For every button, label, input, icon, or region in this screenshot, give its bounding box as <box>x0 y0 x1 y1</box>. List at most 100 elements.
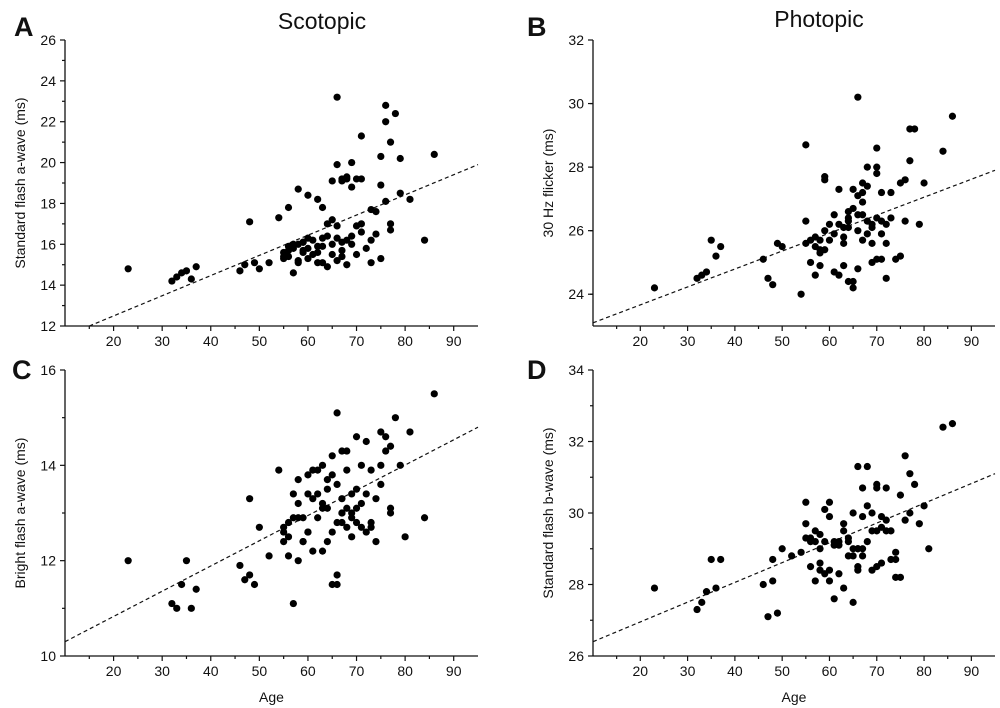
data-point <box>246 571 254 579</box>
data-point <box>299 246 307 255</box>
data-point <box>840 223 848 232</box>
x-tick-label: 70 <box>869 333 885 349</box>
data-point <box>920 502 928 510</box>
data-point <box>896 491 905 499</box>
x-tick-label: 60 <box>822 333 838 349</box>
data-point <box>348 514 356 522</box>
data-point <box>849 598 857 606</box>
data-point <box>338 252 346 261</box>
data-point <box>299 538 307 546</box>
data-point <box>367 259 375 267</box>
data-point <box>821 227 829 235</box>
x-tick-label: 80 <box>916 663 932 679</box>
data-point <box>778 242 786 251</box>
data-point <box>806 258 815 267</box>
data-point <box>314 195 322 203</box>
data-point <box>863 163 871 171</box>
data-point <box>873 163 881 171</box>
data-point <box>348 232 356 240</box>
data-point <box>887 527 895 535</box>
data-point <box>343 504 351 512</box>
x-tick-label: 40 <box>203 663 219 679</box>
data-point <box>863 462 871 471</box>
data-point <box>377 181 385 189</box>
data-point <box>357 523 365 531</box>
x-tick-label: 70 <box>349 663 365 679</box>
data-point <box>304 528 312 536</box>
data-point <box>835 570 843 578</box>
x-tick-label: 20 <box>633 663 649 679</box>
data-point <box>849 277 857 286</box>
data-point <box>386 138 395 146</box>
data-point <box>314 466 322 474</box>
data-point <box>882 516 890 524</box>
data-point <box>759 255 767 263</box>
data-point <box>314 259 322 267</box>
data-point <box>925 545 933 553</box>
data-point <box>802 498 810 506</box>
data-point <box>802 217 810 225</box>
data-point <box>840 233 848 241</box>
data-point <box>702 268 711 276</box>
data-point <box>328 452 336 460</box>
data-point <box>343 261 351 269</box>
y-tick-label: 24 <box>40 73 56 89</box>
y-tick-label: 24 <box>568 286 584 302</box>
data-point <box>854 227 862 235</box>
x-tick-label: 50 <box>774 333 790 349</box>
data-point <box>877 255 886 263</box>
data-point <box>868 220 876 228</box>
data-point <box>854 211 862 219</box>
data-point <box>372 208 380 216</box>
data-point <box>821 538 829 546</box>
y-tick-label: 26 <box>568 648 584 664</box>
x-tick-label: 40 <box>727 333 743 349</box>
data-point <box>844 208 852 216</box>
data-point <box>868 509 876 517</box>
data-point <box>915 520 923 528</box>
data-point <box>294 476 302 484</box>
x-tick-label: 60 <box>822 663 838 679</box>
data-point <box>830 230 838 238</box>
data-point <box>265 259 273 267</box>
data-point <box>289 240 297 248</box>
data-point <box>650 584 659 592</box>
data-point <box>357 499 365 508</box>
data-point <box>873 169 881 178</box>
data-point <box>250 259 259 267</box>
y-tick-label: 30 <box>568 505 584 521</box>
data-point <box>854 93 862 101</box>
data-point <box>948 420 957 428</box>
data-point <box>858 552 867 560</box>
data-point <box>275 214 283 222</box>
data-point <box>858 236 867 244</box>
data-point <box>338 495 346 503</box>
y-tick-label: 20 <box>40 155 56 171</box>
data-point <box>797 548 805 556</box>
y-tick-label: 12 <box>40 318 56 334</box>
x-tick-label: 90 <box>446 663 462 679</box>
data-point <box>396 189 404 197</box>
data-point <box>304 490 312 498</box>
data-point <box>328 250 336 259</box>
data-point <box>854 545 862 553</box>
y-tick-label: 10 <box>40 648 56 664</box>
data-point <box>333 257 341 265</box>
data-point <box>362 490 370 498</box>
data-point <box>769 555 777 564</box>
data-point <box>294 499 302 508</box>
data-point <box>323 504 331 512</box>
data-point <box>173 273 181 281</box>
y-tick-label: 26 <box>568 223 584 239</box>
data-point <box>764 274 772 282</box>
data-point <box>844 534 852 542</box>
data-point <box>314 248 322 257</box>
panel-letter: B <box>527 12 547 42</box>
data-point <box>173 604 181 612</box>
data-point <box>901 176 909 184</box>
data-point <box>187 604 195 612</box>
data-point <box>830 595 838 603</box>
data-point <box>362 244 370 252</box>
data-point <box>906 509 914 517</box>
data-point <box>863 538 871 546</box>
